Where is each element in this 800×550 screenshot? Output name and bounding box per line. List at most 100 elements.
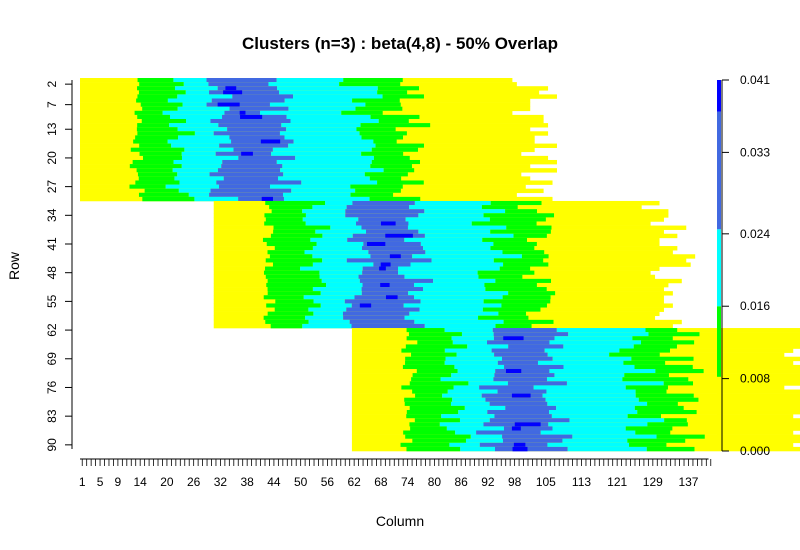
heat-cell <box>283 196 370 202</box>
heat-cell <box>501 303 547 308</box>
heat-cell <box>267 311 314 317</box>
heat-cell <box>401 385 454 390</box>
heat-cell <box>458 410 488 415</box>
heat-cell-peak <box>241 151 253 157</box>
heat-cell <box>167 139 232 144</box>
heat-cell <box>165 184 220 189</box>
heat-cell <box>137 123 170 128</box>
heat-cell <box>368 250 426 255</box>
heat-cell <box>378 118 409 124</box>
heat-cell <box>302 323 352 329</box>
heat-cell <box>363 241 421 247</box>
heat-cell <box>359 131 407 136</box>
heat-cell <box>625 385 668 390</box>
heat-cell <box>312 246 363 251</box>
heat-cell <box>141 118 187 124</box>
heat-cell <box>411 377 441 382</box>
heat-cell <box>382 94 424 99</box>
heat-cell <box>507 381 567 386</box>
heatmap-cells <box>80 78 800 452</box>
y-tick-label: 7 <box>45 101 59 108</box>
y-tick-label: 62 <box>45 323 59 337</box>
heat-cell-peak <box>511 393 531 399</box>
heat-cell <box>489 217 546 222</box>
y-tick-label: 83 <box>45 409 59 423</box>
heat-cell <box>483 299 551 304</box>
heat-cell-peak <box>512 446 528 452</box>
heat-cell <box>209 192 284 198</box>
heat-cell <box>179 180 217 185</box>
heat-cell <box>238 155 296 161</box>
heat-cell <box>403 430 456 435</box>
heat-cell <box>301 180 378 185</box>
heat-cell <box>265 266 301 271</box>
heat-cell <box>304 250 369 255</box>
heat-cell <box>266 303 321 308</box>
heat-cell-peak <box>385 295 398 300</box>
heat-cell <box>498 311 527 317</box>
heat-cell <box>260 110 342 116</box>
heat-cell <box>405 360 445 366</box>
heat-cell <box>506 225 552 230</box>
heat-cell <box>290 118 379 124</box>
heat-cell <box>218 123 282 128</box>
heat-cell <box>424 233 514 239</box>
heat-cell <box>629 442 667 448</box>
heat-cell <box>373 262 411 267</box>
heat-cell <box>412 389 448 394</box>
heat-cell <box>502 250 545 255</box>
y-tick-label: 27 <box>45 180 59 194</box>
heat-cell <box>358 274 405 280</box>
heat-cell <box>174 176 224 181</box>
heat-cell <box>273 225 331 230</box>
heat-cell <box>229 106 289 112</box>
heat-cell <box>139 82 184 87</box>
x-tick-label: 9 <box>115 475 122 489</box>
heat-cell <box>491 348 545 353</box>
heat-cell <box>142 196 195 202</box>
heat-cell <box>283 192 351 198</box>
heat-cell <box>645 328 678 333</box>
heat-cell <box>405 344 468 349</box>
heat-cell <box>305 221 357 226</box>
heat-cell <box>264 213 306 218</box>
heat-cell <box>627 438 686 444</box>
heat-cell <box>316 241 364 247</box>
heat-cell <box>269 102 366 107</box>
y-tick-label: 48 <box>45 266 59 280</box>
heat-cell <box>406 414 442 419</box>
heat-cell <box>495 278 552 284</box>
heat-cell <box>360 123 431 128</box>
heat-cell <box>476 430 541 435</box>
heat-cell <box>373 139 397 144</box>
heat-cell <box>370 114 420 120</box>
x-tick-label: 26 <box>187 475 201 489</box>
heat-cell <box>295 155 374 161</box>
heat-cell <box>167 98 212 103</box>
heat-cell <box>479 442 548 448</box>
heat-cell <box>423 287 486 292</box>
heat-cell <box>648 332 700 337</box>
heat-cell <box>414 319 504 325</box>
heat-cell <box>134 110 163 116</box>
heat-cell <box>346 205 410 210</box>
x-tick-label: 86 <box>454 475 468 489</box>
x-tick-label: 80 <box>428 475 442 489</box>
heat-cell <box>263 270 320 276</box>
heat-cell <box>439 422 484 427</box>
heat-cell <box>452 397 486 403</box>
heat-cell <box>631 356 694 362</box>
heat-cell <box>223 176 278 181</box>
heat-cell <box>554 373 625 378</box>
heat-cell-peak <box>261 196 273 202</box>
heat-cell <box>383 168 415 173</box>
heat-cell <box>505 405 557 411</box>
heat-cell <box>521 254 549 259</box>
heat-cell <box>142 155 182 161</box>
legend-tick-label: 0.016 <box>740 299 770 313</box>
heat-cell <box>355 188 401 194</box>
chart-title: Clusters (n=3) : beta(4,8) - 50% Overlap <box>242 34 558 53</box>
heat-cell <box>137 131 195 136</box>
heat-cell <box>404 315 479 321</box>
heat-cell <box>274 307 309 312</box>
